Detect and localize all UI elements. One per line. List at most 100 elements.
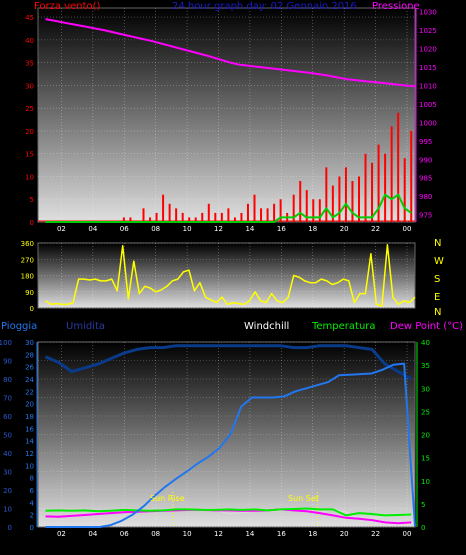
temperature-axis-tick-label: 5: [421, 501, 425, 509]
rain-axis-tick-label: 0: [30, 524, 34, 532]
pressure-axis-tick-label: 995: [419, 138, 432, 146]
wind-speed-label: Forza vento(): [34, 1, 101, 12]
direction-axis-tick-label: 90: [25, 289, 34, 297]
pressure-line: [45, 18, 416, 88]
wind-axis-tick-label: 25: [25, 105, 34, 113]
humidity-axis-tick-label: 0: [8, 524, 12, 532]
rain-axis-tick-label: 22: [25, 388, 34, 396]
wind-axis-tick-label: 20: [25, 128, 34, 136]
rain-axis-tick-label: 6: [30, 487, 35, 495]
humidity-axis-tick-label: 10: [3, 506, 12, 514]
panel-3-background: [37, 341, 416, 528]
panel-3-x-tick-label: 02: [57, 530, 66, 538]
wind-axis-tick-label: 15: [25, 151, 34, 159]
temperature-axis-tick-label: 0: [421, 524, 425, 532]
direction-axis-tick-label: 180: [21, 273, 34, 281]
humidity-line: [44, 344, 412, 381]
direction-axis-tick-label: 0: [30, 305, 34, 313]
rain-axis-tick-label: 20: [25, 401, 34, 409]
panel-3-x-tick-label: 16: [277, 530, 286, 538]
wind-axis-tick-label: 5: [30, 196, 34, 204]
rain-axis-tick-label: 2: [30, 512, 34, 520]
pressure-axis-tick-label: 1025: [419, 27, 437, 35]
humidity-axis-tick-label: 60: [3, 413, 12, 421]
rain-axis-tick-label: 8: [30, 475, 34, 483]
compass-label-n-top: N: [434, 238, 442, 249]
panel-1-x-tick-label: 08: [151, 225, 160, 233]
humidity-axis-tick-label: 50: [3, 432, 12, 440]
humidity-axis-tick-label: 80: [3, 376, 12, 384]
graph-title: 24 hour graph day: 02 Gennaio 2016: [172, 1, 357, 12]
rain-line: [45, 362, 416, 528]
panel-3-x-tick-label: 20: [340, 530, 349, 538]
pressure-axis-tick-label: 1010: [419, 82, 437, 90]
gust-line: [45, 193, 412, 223]
temperature-axis-tick-label: 35: [421, 362, 430, 370]
direction-axis-tick-label: 360: [21, 240, 34, 248]
panel-3-x-tick-label: 12: [214, 530, 223, 538]
panel-1-x-tick-label: 02: [57, 225, 66, 233]
panel-3-x-tick-label: 14: [245, 530, 254, 538]
rain-label: Pioggia: [1, 321, 38, 332]
wind-direction-line: [45, 244, 416, 307]
compass-label-n-bottom: N: [434, 307, 442, 318]
panel-1-x-tick-label: 06: [120, 225, 129, 233]
panel-1-x-tick-label: 18: [308, 225, 317, 233]
wind-axis-tick-label: 10: [25, 173, 34, 181]
sunrise-label: Sun Rise: [150, 494, 185, 503]
panel-3-x-tick-label: 18: [308, 530, 317, 538]
humidity-label: Umidita: [66, 321, 106, 332]
pressure-label: Pressione: [372, 1, 420, 12]
panel-3-x-tick-label: 22: [371, 530, 380, 538]
panel-2-background: [37, 242, 416, 309]
panel-3-x-tick-label: 10: [183, 530, 192, 538]
windchill-label: Windchill: [244, 321, 290, 332]
wind-axis-tick-label: 35: [25, 60, 34, 68]
pressure-axis-tick-label: 980: [419, 193, 432, 201]
rain-axis-tick-label: 16: [25, 425, 34, 433]
pressure-axis-tick-label: 1030: [419, 9, 437, 17]
rain-axis-tick-label: 10: [25, 462, 34, 470]
temperature-axis-tick-label: 40: [421, 339, 430, 347]
pressure-axis-tick-label: 990: [419, 156, 432, 164]
panel-1-x-tick-label: 22: [371, 225, 380, 233]
compass-label-w: W: [434, 256, 444, 267]
panel-3-x-tick-label: 06: [120, 530, 129, 538]
panel-3-x-tick-label: 08: [151, 530, 160, 538]
temperature-axis-tick-label: 25: [421, 408, 430, 416]
pressure-axis-tick-label: 985: [419, 175, 432, 183]
temperature-axis-tick-label: 10: [421, 478, 430, 486]
humidity-axis-tick-label: 40: [3, 450, 12, 458]
panel-1-x-tick-label: 20: [340, 225, 349, 233]
panel-3-x-tick-label: 00: [403, 530, 412, 538]
pressure-axis-tick-label: 1015: [419, 64, 437, 72]
panel-1-x-tick-label: 16: [277, 225, 286, 233]
wind-axis-tick-label: 40: [25, 37, 34, 45]
temperature-axis-tick-label: 15: [421, 455, 430, 463]
pressure-axis-tick-label: 1000: [419, 119, 437, 127]
panel-1-x-tick-label: 00: [403, 225, 412, 233]
pressure-axis-tick-label: 1020: [419, 46, 437, 54]
rain-axis-tick-label: 18: [25, 413, 34, 421]
panel-1-x-tick-label: 12: [214, 225, 223, 233]
sunset-label: Sun Set: [288, 494, 319, 503]
rain-axis-tick-label: 26: [25, 364, 34, 372]
wind-axis-tick-label: 30: [25, 82, 34, 90]
wind-axis-tick-label: 45: [25, 14, 34, 22]
temperature-axis-tick-label: 30: [421, 385, 430, 393]
direction-axis-tick-label: 270: [21, 256, 34, 264]
dewpoint-label: Dew Point (°C): [390, 321, 464, 332]
compass-label-e: E: [434, 292, 441, 303]
humidity-axis-tick-label: 30: [3, 469, 12, 477]
humidity-axis-tick-label: 20: [3, 487, 12, 495]
pressure-axis-tick-label: 1005: [419, 101, 437, 109]
humidity-axis-tick-label: 90: [3, 358, 12, 366]
rain-axis-tick-label: 4: [30, 499, 35, 507]
temperature-axis-tick-label: 20: [421, 432, 430, 440]
compass-label-s: S: [434, 274, 441, 285]
humidity-axis-tick-label: 100: [0, 339, 12, 347]
panel-3-x-tick-label: 04: [88, 530, 97, 538]
rain-axis-tick-label: 30: [25, 339, 34, 347]
temperature-label: Temperatura: [312, 321, 376, 332]
